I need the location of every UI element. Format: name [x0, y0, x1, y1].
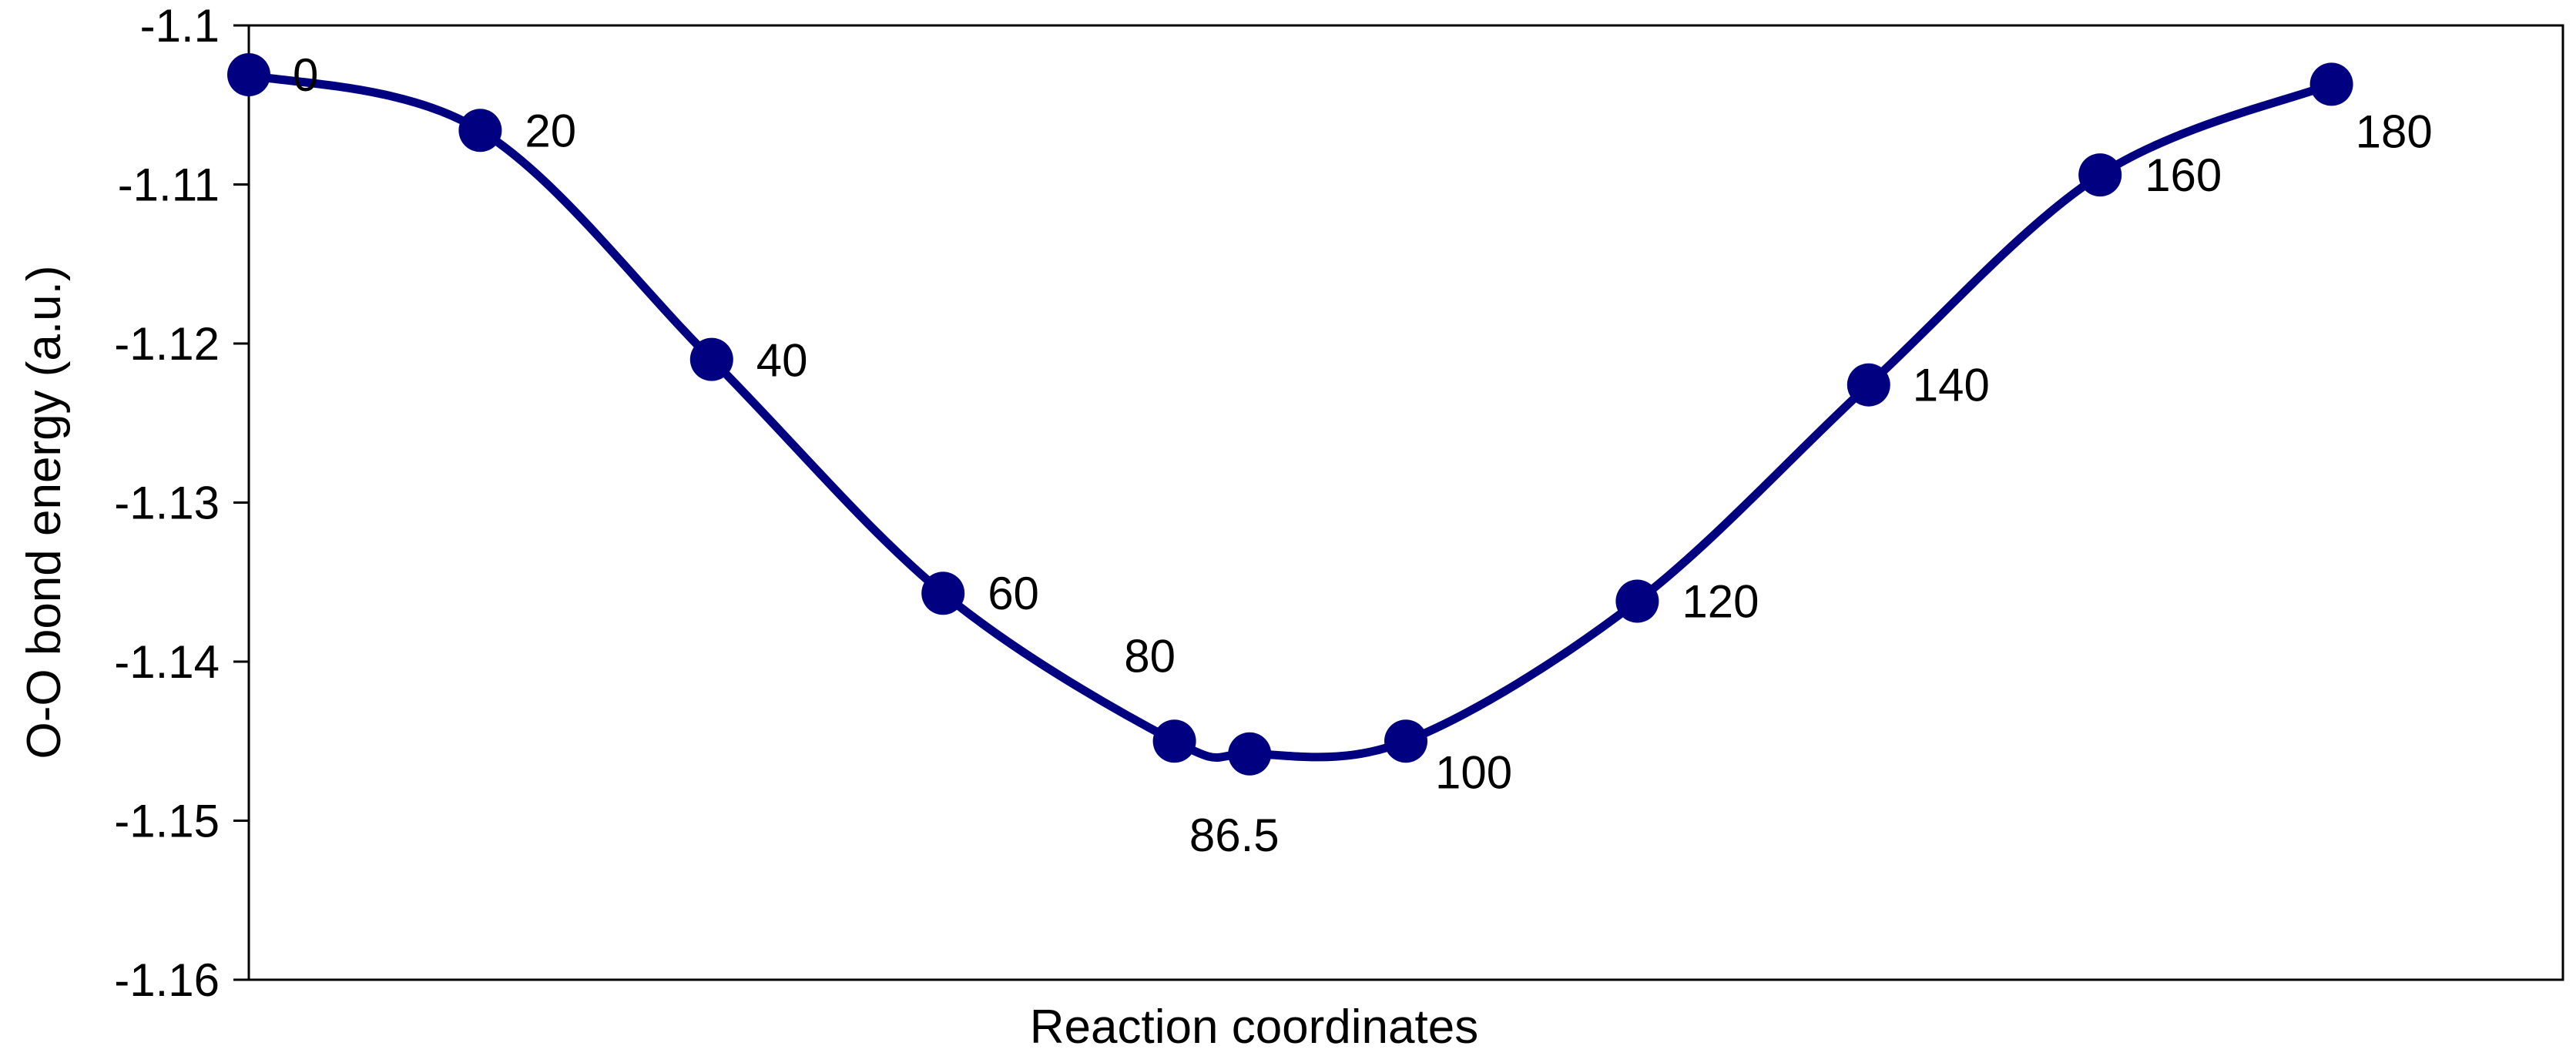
data-point-120	[1615, 579, 1659, 623]
y-axis-ticks: -1.1 -1.11 -1.12 -1.13 -1.14 -1.15 -1.16	[114, 0, 249, 1006]
data-point-100	[1384, 719, 1427, 763]
data-point-60	[921, 572, 965, 615]
data-point-label: 40	[756, 335, 808, 387]
data-point-label: 100	[1435, 746, 1512, 798]
y-tick-label: -1.16	[114, 954, 220, 1006]
x-axis-title: Reaction coordinates	[1030, 1001, 1478, 1054]
data-point-label: 120	[1682, 576, 1759, 628]
y-tick-label: -1.14	[114, 636, 220, 688]
data-point-20	[458, 109, 502, 153]
data-point-40	[689, 337, 733, 381]
y-tick-label: -1.12	[114, 318, 220, 370]
data-point-140	[1846, 363, 1890, 407]
data-point-label: 60	[988, 568, 1039, 619]
data-point-labels: 0 20 40 60 80 86.5 100 120 140 160 180	[293, 49, 2433, 861]
data-point-0	[227, 53, 270, 97]
data-point-label: 180	[2356, 106, 2433, 157]
data-point-label: 86.5	[1189, 810, 1280, 861]
y-axis-title: O-O bond energy (a.u.)	[18, 266, 71, 759]
data-point-label: 0	[293, 49, 318, 101]
data-point-160	[2078, 153, 2122, 197]
y-tick-label: -1.13	[114, 478, 220, 529]
y-tick-label: -1.11	[118, 159, 220, 211]
data-point-label: 80	[1124, 630, 1176, 682]
data-series	[227, 53, 2353, 776]
series-line	[244, 70, 2336, 763]
data-point-label: 20	[525, 105, 576, 156]
y-tick-label: -1.15	[114, 796, 220, 847]
data-point-80	[1152, 719, 1196, 763]
data-point-86.5	[1228, 732, 1272, 776]
y-tick-label: -1.1	[140, 0, 220, 52]
data-point-180	[2309, 62, 2353, 106]
data-point-label: 140	[1913, 360, 1990, 411]
data-point-label: 160	[2145, 149, 2222, 201]
